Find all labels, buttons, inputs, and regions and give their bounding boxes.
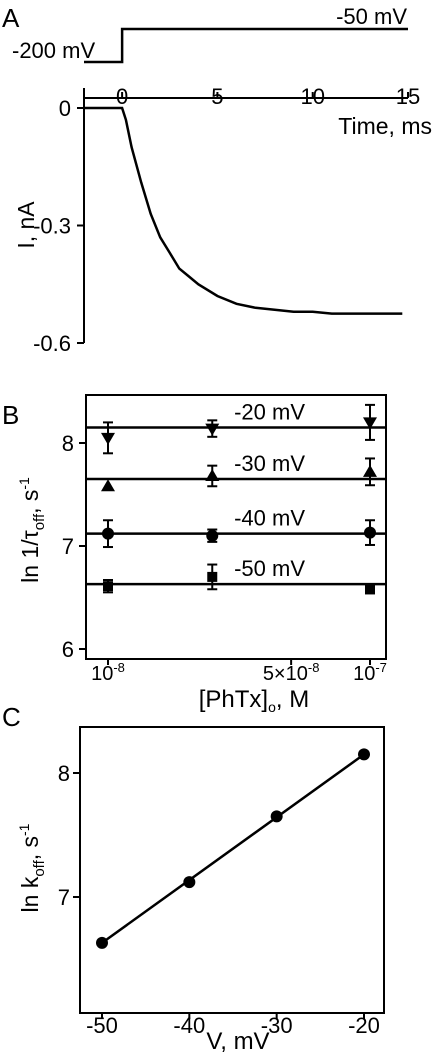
series-label: -50 mV bbox=[234, 556, 305, 581]
x-axis-ticks: 10-8 5×10-8 10-7 bbox=[91, 659, 387, 685]
series-label: -20 mV bbox=[234, 400, 305, 425]
x-tick-label: -50 bbox=[86, 1013, 118, 1038]
data-point bbox=[207, 571, 218, 582]
x-tick-label: -30 bbox=[261, 1013, 293, 1038]
series-3: -40 mV bbox=[86, 506, 386, 549]
x-tick-label: 15 bbox=[396, 84, 420, 109]
y-tick-label: 6 bbox=[62, 637, 74, 662]
data-point bbox=[205, 423, 220, 436]
x-axis-ticks: -50 -40 -30 -20 bbox=[86, 1013, 380, 1038]
data-point bbox=[364, 526, 376, 539]
series-group: -20 mV -30 mV -40 mV -50 mV bbox=[86, 400, 386, 595]
panel-a: A -200 mV -50 mV 0 5 10 15 0 -0.3 -0.6 Time, … bbox=[2, 3, 432, 356]
series-1: -20 mV bbox=[86, 400, 386, 455]
y-axis-label: ln koff, s-1 bbox=[16, 823, 48, 912]
y-tick-label: 8 bbox=[58, 761, 70, 786]
data-point bbox=[103, 581, 113, 592]
series-2: -30 mV bbox=[86, 451, 386, 492]
panel-b: B 10-8 5×10-8 10-7 6 7 8 [PhTx]o, M ln 1/τof… bbox=[2, 394, 387, 715]
y-tick-label: -0.3 bbox=[33, 214, 71, 239]
y-tick-label: 8 bbox=[62, 431, 74, 456]
series-label: -30 mV bbox=[234, 451, 305, 476]
y-axis-label: ln 1/τoff, s-1 bbox=[16, 477, 48, 583]
data-point bbox=[102, 527, 114, 540]
series-4: -50 mV bbox=[86, 556, 386, 595]
fit-line bbox=[101, 753, 365, 944]
plot-frame bbox=[85, 394, 387, 660]
x-axis-label: V, mV bbox=[206, 1028, 269, 1055]
y-tick-label: 7 bbox=[58, 885, 70, 910]
y-axis-ticks: 78 bbox=[58, 761, 80, 910]
x-tick-label: -20 bbox=[348, 1013, 380, 1038]
current-trace bbox=[84, 106, 403, 315]
y-tick-label: 7 bbox=[62, 534, 74, 559]
data-point bbox=[358, 748, 370, 761]
data-point bbox=[365, 584, 375, 595]
y-axis-label: I, nA bbox=[13, 201, 39, 249]
data-point bbox=[101, 432, 115, 445]
data-points bbox=[96, 748, 370, 949]
x-tick-label: -40 bbox=[173, 1013, 205, 1038]
x-tick-label: 10-7 bbox=[353, 660, 387, 685]
data-point bbox=[270, 810, 283, 823]
data-point bbox=[363, 464, 377, 477]
data-point bbox=[96, 936, 108, 949]
x-tick-label: 5×10-8 bbox=[263, 660, 320, 685]
x-tick-label: 0 bbox=[116, 84, 128, 109]
holding-potential-label: -200 mV bbox=[12, 38, 95, 63]
voltage-protocol-trace bbox=[84, 27, 408, 64]
plot-frame bbox=[79, 726, 385, 1014]
data-point bbox=[363, 417, 377, 430]
x-tick-label: 10 bbox=[300, 84, 324, 109]
x-axis-ticks: 0 5 10 15 bbox=[116, 84, 420, 109]
y-tick-label: 0 bbox=[59, 96, 71, 121]
series-label: -40 mV bbox=[234, 506, 305, 531]
panel-c: C -50 -40 -30 -20 78 V, mV ln koff, s-1 bbox=[2, 702, 385, 1055]
data-point bbox=[101, 479, 115, 492]
x-axis-label: Time, ms bbox=[338, 113, 432, 139]
panel-c-letter: C bbox=[2, 702, 21, 732]
y-axis-ticks: 0 -0.3 -0.6 bbox=[33, 96, 84, 356]
x-tick-label: 10-8 bbox=[91, 660, 125, 685]
data-point bbox=[183, 876, 196, 889]
x-axis-label: [PhTx]o, M bbox=[199, 686, 309, 715]
y-tick-label: -0.6 bbox=[33, 331, 71, 356]
panel-b-letter: B bbox=[2, 400, 19, 430]
x-tick-label: 5 bbox=[211, 84, 223, 109]
data-point bbox=[206, 529, 219, 542]
data-point bbox=[205, 468, 220, 481]
y-axis-ticks: 6 7 8 bbox=[62, 431, 86, 662]
panel-a-letter: A bbox=[2, 3, 20, 33]
step-potential-label: -50 mV bbox=[336, 4, 407, 29]
